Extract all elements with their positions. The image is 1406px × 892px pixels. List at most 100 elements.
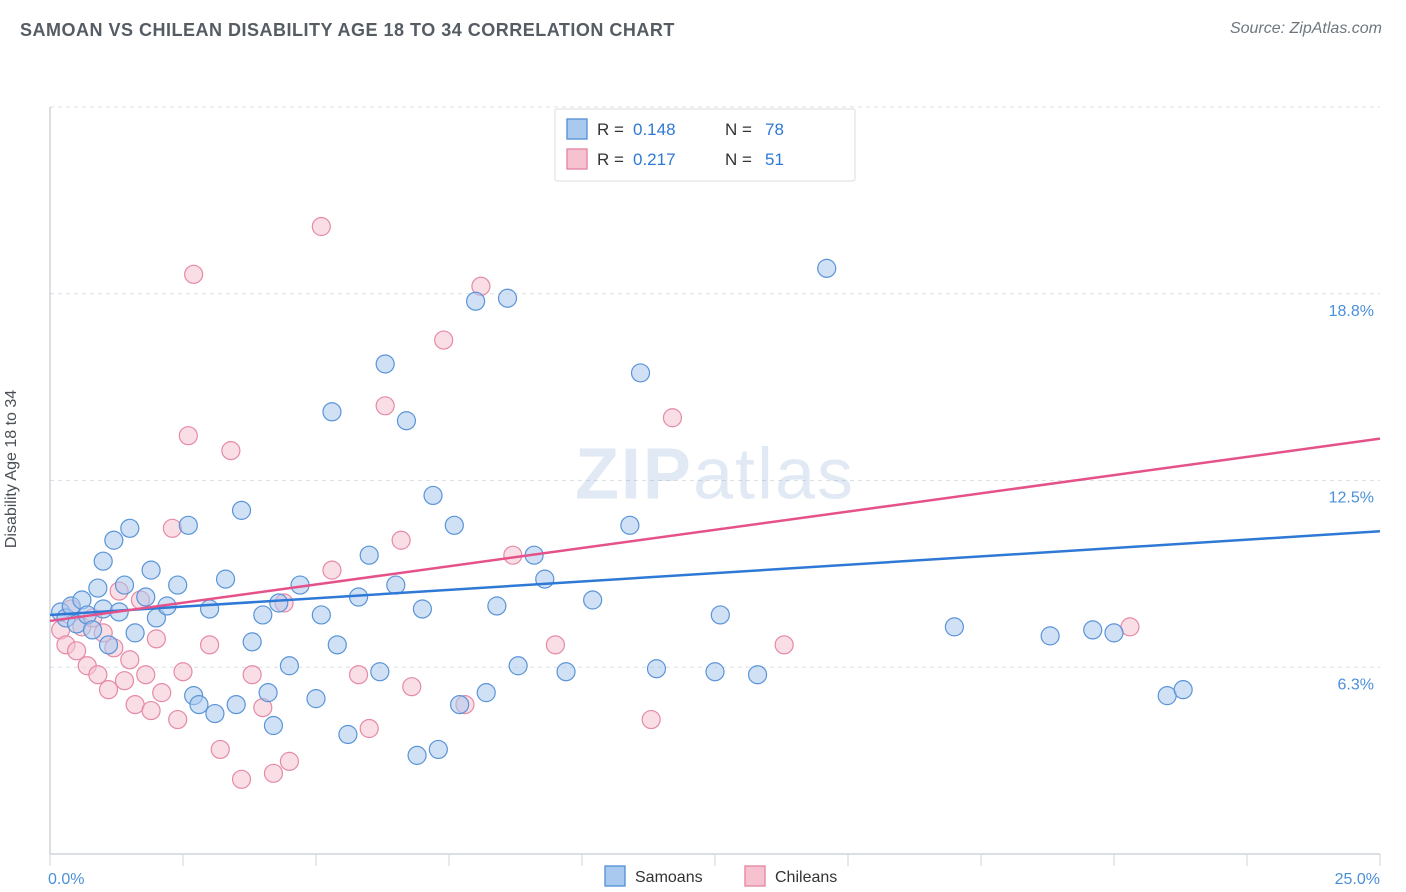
data-point-chileans <box>201 636 219 654</box>
data-point-chileans <box>126 696 144 714</box>
data-point-chileans <box>121 651 139 669</box>
data-point-samoans <box>945 618 963 636</box>
data-point-samoans <box>264 717 282 735</box>
legend-r-label: R = <box>597 120 624 139</box>
legend-r-value: 0.148 <box>633 120 676 139</box>
data-point-samoans <box>100 636 118 654</box>
data-point-samoans <box>142 561 160 579</box>
data-point-chileans <box>323 561 341 579</box>
y-tick-label: 18.8% <box>1329 303 1374 320</box>
legend-n-value: 51 <box>765 150 784 169</box>
data-point-samoans <box>467 292 485 310</box>
data-point-samoans <box>413 600 431 618</box>
data-point-chileans <box>663 409 681 427</box>
data-point-samoans <box>84 621 102 639</box>
data-point-chileans <box>376 397 394 415</box>
data-point-samoans <box>312 606 330 624</box>
data-point-samoans <box>445 516 463 534</box>
data-point-chileans <box>280 752 298 770</box>
series-legend: Samoans Chileans <box>605 866 837 886</box>
data-point-samoans <box>1041 627 1059 645</box>
legend-r-label: R = <box>597 150 624 169</box>
chart-title: SAMOAN VS CHILEAN DISABILITY AGE 18 TO 3… <box>20 20 675 41</box>
data-point-samoans <box>323 403 341 421</box>
data-point-samoans <box>339 725 357 743</box>
data-point-samoans <box>121 519 139 537</box>
data-point-chileans <box>179 427 197 445</box>
data-point-samoans <box>397 412 415 430</box>
data-point-samoans <box>1084 621 1102 639</box>
data-point-samoans <box>818 259 836 277</box>
data-point-samoans <box>749 666 767 684</box>
legend-swatch <box>745 866 765 886</box>
legend-label: Samoans <box>635 869 703 886</box>
data-point-chileans <box>137 666 155 684</box>
data-point-samoans <box>509 657 527 675</box>
data-point-chileans <box>546 636 564 654</box>
data-point-chileans <box>185 265 203 283</box>
header-row: SAMOAN VS CHILEAN DISABILITY AGE 18 TO 3… <box>0 0 1406 49</box>
data-point-samoans <box>429 740 447 758</box>
legend-n-label: N = <box>725 120 752 139</box>
data-point-samoans <box>307 690 325 708</box>
legend-n-label: N = <box>725 150 752 169</box>
data-point-samoans <box>137 588 155 606</box>
data-point-samoans <box>477 684 495 702</box>
data-point-samoans <box>360 546 378 564</box>
data-point-samoans <box>270 594 288 612</box>
legend-label: Chileans <box>775 869 837 886</box>
data-point-samoans <box>371 663 389 681</box>
data-point-samoans <box>488 597 506 615</box>
data-point-chileans <box>211 740 229 758</box>
data-point-samoans <box>1105 624 1123 642</box>
data-point-chileans <box>243 666 261 684</box>
data-point-samoans <box>499 289 517 307</box>
y-tick-label: 12.5% <box>1329 490 1374 507</box>
data-point-samoans <box>1158 687 1176 705</box>
data-point-samoans <box>243 633 261 651</box>
data-point-chileans <box>169 711 187 729</box>
data-point-chileans <box>775 636 793 654</box>
data-point-chileans <box>89 666 107 684</box>
data-point-samoans <box>190 696 208 714</box>
scatter-chart: 6.3%12.5%18.8%ZIPatlasR =0.148N =78R =0.… <box>0 49 1406 889</box>
data-point-chileans <box>392 531 410 549</box>
data-point-chileans <box>642 711 660 729</box>
data-point-samoans <box>280 657 298 675</box>
data-point-samoans <box>89 579 107 597</box>
data-point-samoans <box>328 636 346 654</box>
chart-area: Disability Age 18 to 34 6.3%12.5%18.8%ZI… <box>0 49 1406 889</box>
data-point-chileans <box>403 678 421 696</box>
legend-n-value: 78 <box>765 120 784 139</box>
data-point-samoans <box>179 516 197 534</box>
data-point-samoans <box>632 364 650 382</box>
data-point-chileans <box>100 681 118 699</box>
legend-swatch <box>567 149 587 169</box>
legend-swatch <box>567 119 587 139</box>
data-point-samoans <box>451 696 469 714</box>
data-point-samoans <box>387 576 405 594</box>
data-point-chileans <box>504 546 522 564</box>
data-point-chileans <box>142 702 160 720</box>
data-point-samoans <box>254 606 272 624</box>
data-point-samoans <box>206 705 224 723</box>
data-point-samoans <box>557 663 575 681</box>
y-tick-label: 6.3% <box>1338 676 1374 693</box>
watermark: ZIPatlas <box>575 435 855 515</box>
data-point-samoans <box>584 591 602 609</box>
data-point-chileans <box>435 331 453 349</box>
x-tick-label: 25.0% <box>1335 871 1380 888</box>
data-point-samoans <box>706 663 724 681</box>
data-point-samoans <box>217 570 235 588</box>
data-point-chileans <box>163 519 181 537</box>
data-point-samoans <box>201 600 219 618</box>
data-point-samoans <box>94 552 112 570</box>
data-point-chileans <box>1121 618 1139 636</box>
data-point-chileans <box>350 666 368 684</box>
data-point-samoans <box>408 746 426 764</box>
trendline-samoans <box>50 531 1380 615</box>
data-point-samoans <box>259 684 277 702</box>
data-point-chileans <box>115 672 133 690</box>
data-point-chileans <box>264 764 282 782</box>
data-point-samoans <box>647 660 665 678</box>
